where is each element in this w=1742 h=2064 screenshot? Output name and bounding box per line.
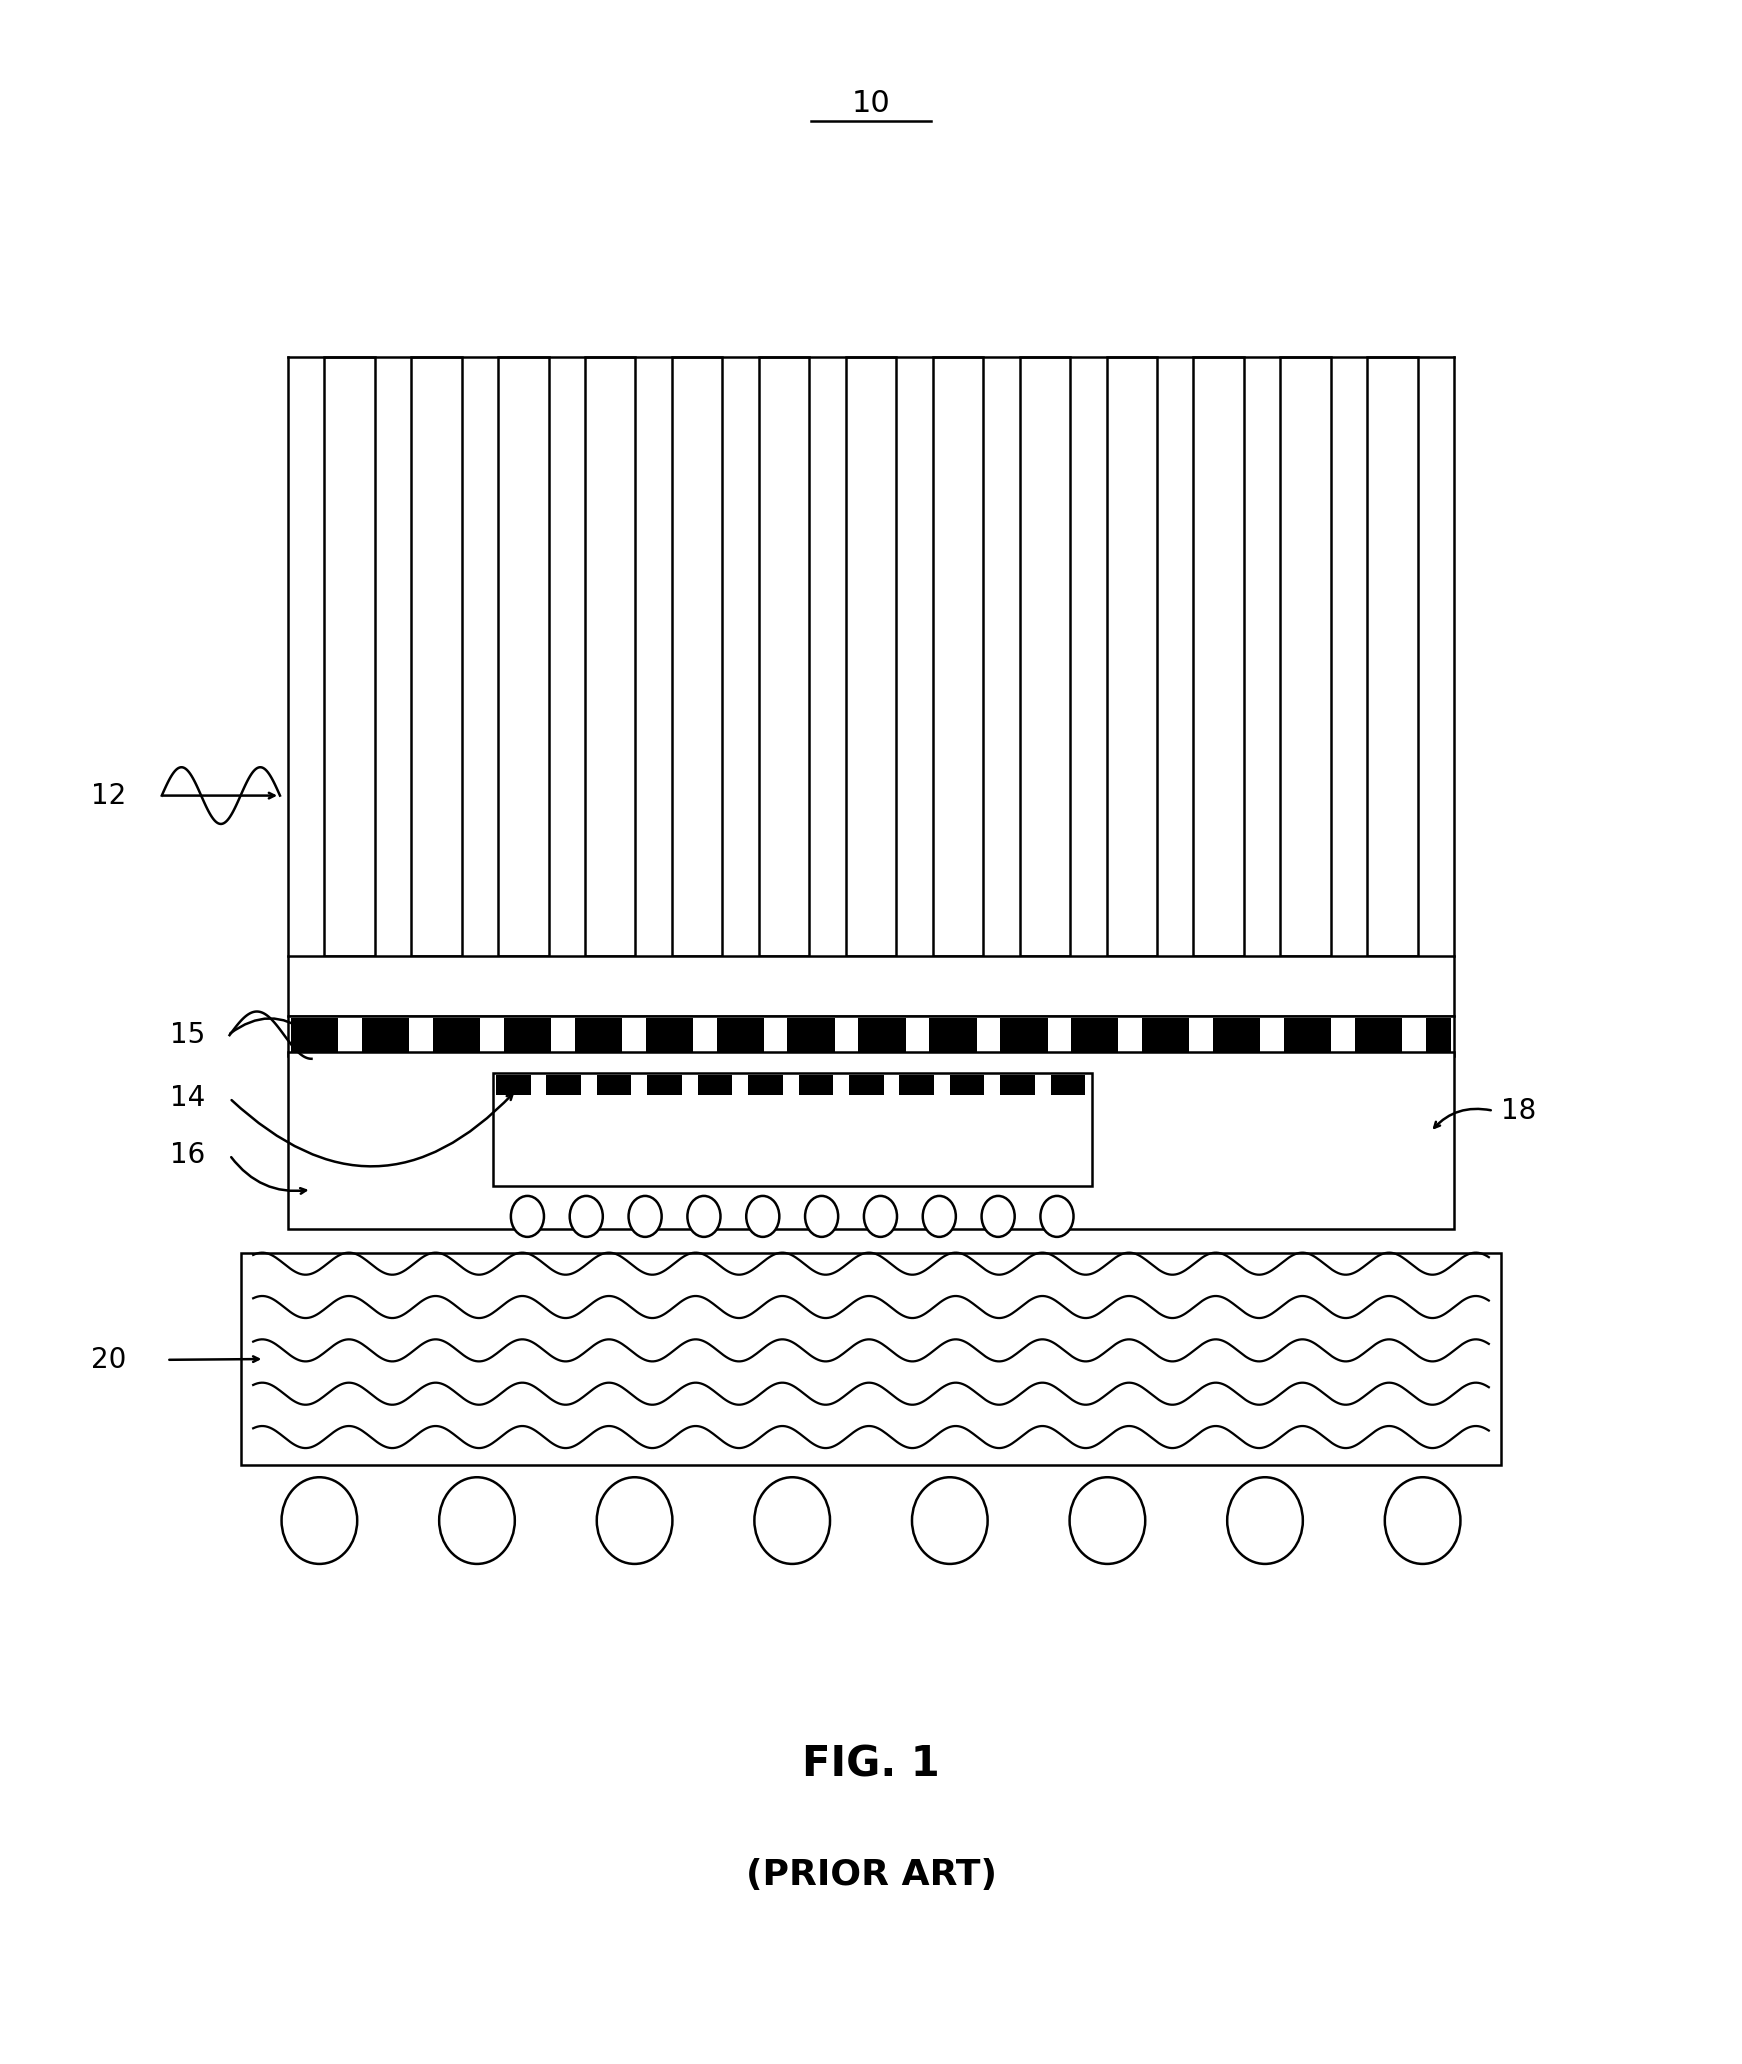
Bar <box>697 1075 732 1096</box>
Ellipse shape <box>923 1195 956 1236</box>
Bar <box>932 357 982 956</box>
Bar <box>1000 1018 1047 1055</box>
Bar <box>287 1015 1455 1055</box>
Ellipse shape <box>746 1195 779 1236</box>
Text: 16: 16 <box>169 1141 206 1168</box>
Bar <box>547 1075 582 1096</box>
Bar <box>847 357 895 956</box>
Text: 15: 15 <box>169 1022 206 1049</box>
Bar <box>716 1018 763 1055</box>
Bar <box>949 1075 984 1096</box>
Bar <box>787 1018 834 1055</box>
Bar <box>1367 357 1418 956</box>
Ellipse shape <box>913 1478 988 1565</box>
Ellipse shape <box>1070 1478 1144 1565</box>
Bar <box>672 357 723 956</box>
Bar <box>859 1018 906 1055</box>
Ellipse shape <box>1385 1478 1460 1565</box>
Ellipse shape <box>598 1478 672 1565</box>
Bar <box>287 956 1455 1015</box>
Bar <box>498 357 549 956</box>
Ellipse shape <box>688 1195 721 1236</box>
Bar <box>362 1018 409 1055</box>
Text: 12: 12 <box>91 782 125 809</box>
Bar <box>760 357 810 956</box>
Bar <box>1000 1075 1035 1096</box>
Bar <box>503 1018 550 1055</box>
Bar <box>598 1075 631 1096</box>
Bar <box>1050 1075 1085 1096</box>
Text: 10: 10 <box>852 89 890 118</box>
Bar <box>1280 357 1331 956</box>
Bar <box>798 1075 833 1096</box>
Ellipse shape <box>754 1478 829 1565</box>
Bar <box>411 357 462 956</box>
Bar <box>1193 357 1244 956</box>
Bar <box>575 1018 622 1055</box>
Bar <box>1284 1018 1331 1055</box>
Ellipse shape <box>510 1195 544 1236</box>
Bar <box>496 1075 531 1096</box>
Text: 20: 20 <box>91 1346 125 1375</box>
Ellipse shape <box>439 1478 516 1565</box>
Bar <box>1106 357 1157 956</box>
Bar <box>1019 357 1070 956</box>
Bar <box>1212 1018 1259 1055</box>
Bar <box>1425 1018 1451 1055</box>
Ellipse shape <box>864 1195 897 1236</box>
Bar <box>324 357 375 956</box>
Bar <box>747 1075 782 1096</box>
Ellipse shape <box>282 1478 357 1565</box>
Bar <box>848 1075 883 1096</box>
Ellipse shape <box>570 1195 603 1236</box>
Text: FIG. 1: FIG. 1 <box>801 1744 941 1785</box>
Bar <box>291 1018 338 1055</box>
Text: 14: 14 <box>169 1084 206 1112</box>
Text: 18: 18 <box>1502 1096 1536 1125</box>
Bar <box>899 1075 934 1096</box>
Bar <box>646 1018 693 1055</box>
Bar <box>432 1018 481 1055</box>
Bar <box>585 357 636 956</box>
Bar <box>1071 1018 1118 1055</box>
Bar <box>928 1018 977 1055</box>
Text: (PRIOR ART): (PRIOR ART) <box>746 1858 996 1893</box>
Ellipse shape <box>981 1195 1014 1236</box>
Bar <box>240 1253 1502 1465</box>
Ellipse shape <box>1226 1478 1303 1565</box>
Bar <box>648 1075 681 1096</box>
Ellipse shape <box>629 1195 662 1236</box>
Bar <box>1355 1018 1402 1055</box>
Bar <box>1143 1018 1190 1055</box>
Bar <box>287 1053 1455 1228</box>
Ellipse shape <box>805 1195 838 1236</box>
Ellipse shape <box>1040 1195 1073 1236</box>
Bar <box>493 1073 1092 1187</box>
